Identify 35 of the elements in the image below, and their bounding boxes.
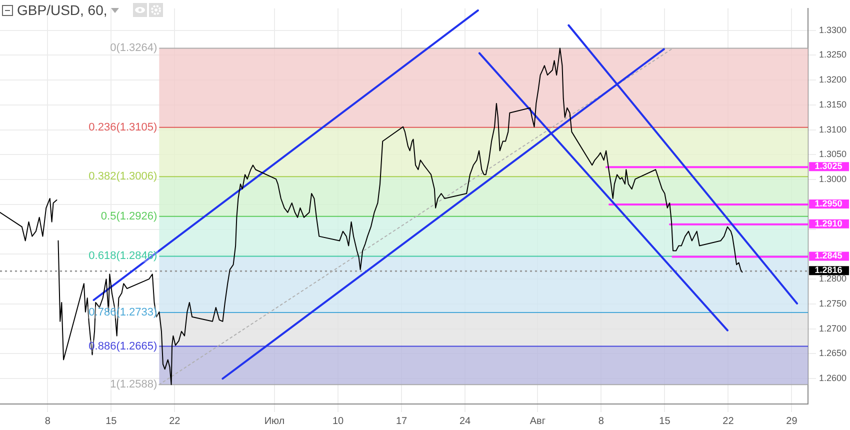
x-tick-label: Июл: [264, 416, 285, 427]
y-tick-label: 1.2600: [819, 373, 847, 384]
x-tick-label: 24: [460, 416, 472, 427]
x-tick-label: 15: [659, 416, 671, 427]
annotation: 1.2845: [814, 250, 842, 261]
chart-title: GBP/USD, 60,: [17, 2, 108, 18]
ref-line-label: 0.5(1.2926): [100, 210, 158, 222]
y-tick-label: 1.2650: [819, 348, 847, 358]
x-tick-label: 15: [106, 416, 118, 427]
y-tick-label: 1.2700: [819, 323, 847, 334]
x-tick-label: 29: [786, 416, 798, 427]
annotation: 1.3025: [814, 161, 842, 172]
x-tick-label: 22: [722, 416, 734, 427]
ref-line-label: 1(1.2588): [110, 378, 158, 391]
annotation: 1.2950: [814, 198, 842, 208]
x-tick-label: 22: [169, 416, 181, 427]
annotation: 1.2910: [814, 218, 842, 228]
y-tick-label: 1.3150: [819, 99, 847, 110]
y-tick-label: 1.2750: [819, 298, 847, 308]
y-tick-label: 1.3200: [819, 74, 847, 85]
y-tick-label: 1.3100: [819, 124, 847, 134]
x-tick-label: 17: [396, 416, 408, 427]
ref-line-label: 0.236(1.3105): [88, 121, 158, 134]
ref-line-label: 1.2816: [814, 265, 842, 276]
x-tick-label: Авг: [530, 416, 546, 427]
y-tick-label: 1.3050: [819, 149, 847, 160]
y-tick-label: 1.3250: [819, 50, 847, 60]
x-tick-label: 10: [332, 416, 344, 427]
x-tick-label: 8: [598, 416, 604, 427]
ref-line-label: 0(1.3264): [110, 42, 158, 54]
y-tick-label: 1.3300: [819, 24, 847, 35]
y-tick-label: 1.2800: [819, 274, 847, 284]
ref-line-label: 0.382(1.3006): [88, 170, 158, 183]
y-tick-label: 1.3000: [819, 174, 847, 184]
x-tick-label: 8: [44, 416, 51, 427]
